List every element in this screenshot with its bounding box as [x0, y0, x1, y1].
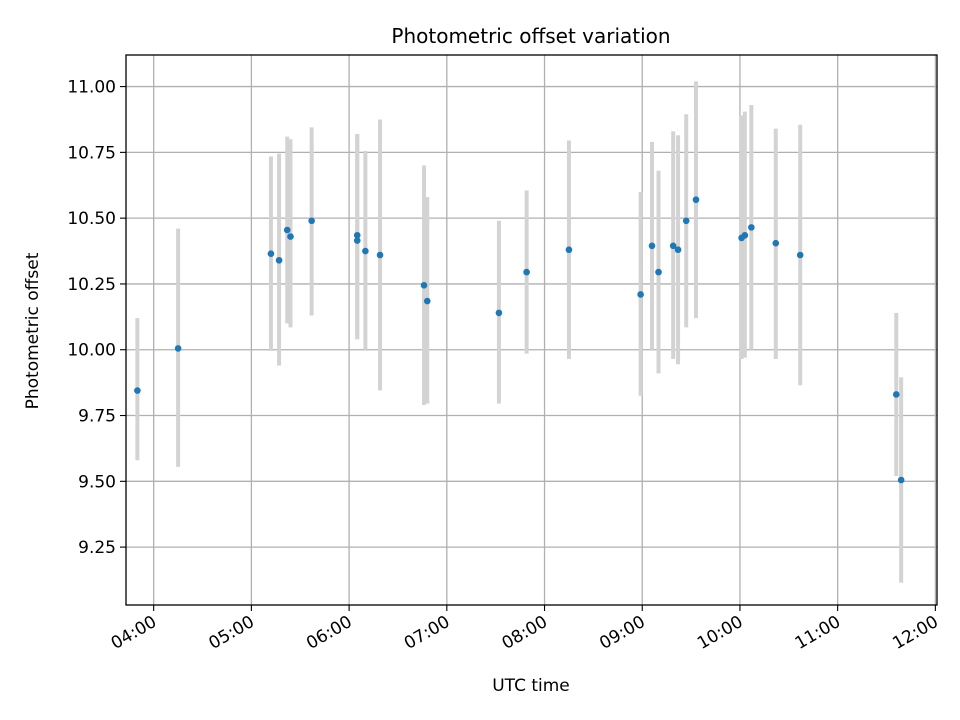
data-point: [682, 217, 690, 225]
y-tick-label: 11.00: [67, 78, 116, 98]
data-point: [275, 256, 283, 264]
y-tick-label: 10.25: [67, 275, 116, 295]
data-point: [495, 309, 503, 317]
y-tick-label: 10.50: [67, 209, 116, 229]
data-point: [423, 297, 431, 305]
data-point: [353, 237, 361, 244]
data-point: [287, 233, 294, 240]
data-point: [648, 242, 656, 250]
data-point: [353, 231, 361, 239]
y-tick-label: 9.50: [78, 472, 116, 492]
y-axis-label: Photometric offset: [23, 252, 43, 409]
x-axis-label: UTC time: [492, 676, 570, 696]
data-point: [892, 391, 900, 398]
data-point: [283, 226, 291, 234]
data-point: [655, 268, 662, 276]
data-points: [134, 196, 905, 484]
data-point: [308, 217, 315, 225]
y-tick-label: 9.25: [78, 538, 116, 558]
plot-frame: [125, 54, 938, 606]
data-point: [897, 476, 905, 484]
data-point: [174, 345, 182, 352]
data-point: [674, 246, 682, 254]
data-point: [796, 251, 804, 259]
data-point: [376, 251, 384, 259]
data-point: [741, 231, 749, 239]
data-point: [523, 268, 530, 276]
data-point: [134, 387, 141, 394]
data-point: [748, 224, 755, 231]
data-point: [362, 247, 369, 255]
data-point: [420, 281, 428, 289]
chart-title: Photometric offset variation: [391, 24, 670, 48]
data-point: [637, 291, 644, 298]
data-point: [565, 246, 573, 254]
y-tick-label: 10.75: [67, 143, 116, 163]
y-tick-label: 10.00: [67, 341, 116, 361]
data-point: [267, 250, 275, 257]
data-point: [669, 242, 677, 250]
y-tick-label: 9.75: [78, 407, 116, 427]
data-point: [772, 239, 780, 247]
data-point: [692, 196, 700, 204]
y-axis-ticks: 9.25 9.50 9.75 10.00 10.25 10.50 10.75 11.00: [67, 78, 126, 558]
